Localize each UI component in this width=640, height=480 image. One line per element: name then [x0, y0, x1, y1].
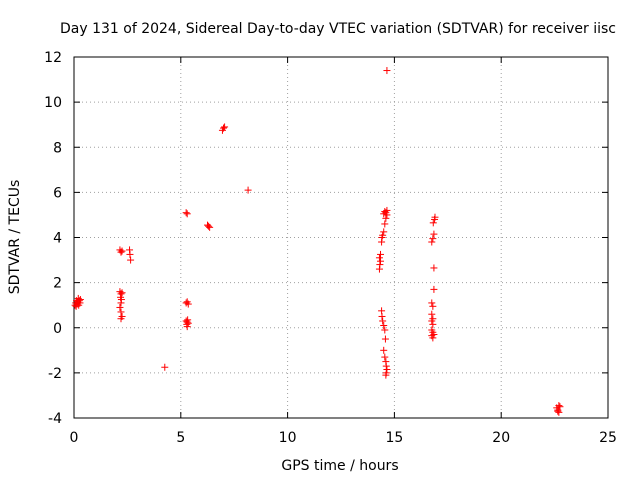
data-point [376, 261, 384, 269]
data-point [184, 300, 192, 308]
data-point [429, 219, 437, 227]
y-tick-label: -2 [48, 366, 62, 382]
x-tick-label: 0 [70, 430, 79, 446]
data-point [555, 408, 563, 416]
y-tick-label: 10 [44, 95, 62, 111]
data-point [377, 257, 385, 265]
data-point [117, 299, 125, 307]
data-point [205, 222, 213, 230]
data-point [380, 321, 388, 329]
x-tick-label: 25 [599, 430, 617, 446]
data-point [127, 256, 135, 264]
data-point [161, 363, 169, 371]
data-point [184, 316, 192, 324]
data-point [429, 320, 437, 328]
data-point [382, 362, 390, 370]
chart-title: Day 131 of 2024, Sidereal Day-to-day VTE… [60, 21, 616, 37]
data-point [183, 210, 191, 218]
data-point [556, 403, 564, 411]
data-points [71, 67, 564, 416]
data-point [118, 247, 126, 255]
data-point [430, 230, 438, 238]
data-point [383, 67, 391, 75]
data-point [381, 220, 389, 228]
data-point [244, 186, 252, 194]
data-point [118, 289, 126, 297]
data-point [182, 209, 190, 217]
y-tick-label: 0 [53, 321, 62, 337]
data-point [117, 308, 125, 316]
data-point [381, 326, 389, 334]
x-axis-label: GPS time / hours [281, 458, 398, 474]
data-point [206, 223, 214, 231]
data-point [183, 323, 191, 331]
data-point [431, 213, 439, 221]
y-tick-label: 12 [44, 50, 62, 66]
x-tick-label: 15 [385, 430, 403, 446]
data-point [429, 235, 437, 243]
data-point [555, 402, 563, 410]
data-point [76, 296, 84, 304]
data-point [375, 254, 383, 262]
grid [74, 57, 608, 418]
y-tick-label: 8 [53, 140, 62, 156]
data-point [220, 124, 228, 132]
data-point [428, 238, 436, 246]
data-point [379, 317, 387, 325]
data-point [380, 210, 388, 218]
data-point [116, 303, 124, 311]
data-point [428, 317, 436, 325]
data-point [381, 335, 389, 343]
data-point [428, 310, 436, 318]
data-point [377, 250, 385, 258]
data-point [117, 248, 125, 256]
x-tick-label: 20 [492, 430, 510, 446]
y-axis-label: SDTVAR / TECUs [7, 180, 23, 295]
data-point [126, 250, 134, 258]
data-point [379, 231, 387, 239]
data-point [383, 365, 391, 373]
data-point [380, 228, 388, 236]
y-tick-label: 6 [53, 185, 62, 201]
data-point [428, 332, 436, 340]
axis-ticks: 0 5 10 15 20 25 -4 -2 0 2 4 6 8 10 12 [44, 50, 617, 446]
data-point [380, 346, 388, 354]
x-tick-label: 10 [279, 430, 297, 446]
data-point [184, 319, 192, 327]
data-point [429, 302, 437, 310]
data-point [378, 312, 386, 320]
data-point [428, 299, 436, 307]
data-point [430, 264, 438, 272]
data-point [117, 315, 125, 323]
y-tick-label: 2 [53, 276, 62, 292]
data-point [554, 407, 562, 415]
data-point [221, 123, 229, 131]
data-point [382, 371, 390, 379]
x-tick-label: 5 [176, 430, 185, 446]
data-point [430, 285, 438, 293]
y-tick-label: -4 [48, 411, 62, 427]
y-tick-label: 4 [53, 231, 62, 247]
data-point [381, 353, 389, 361]
